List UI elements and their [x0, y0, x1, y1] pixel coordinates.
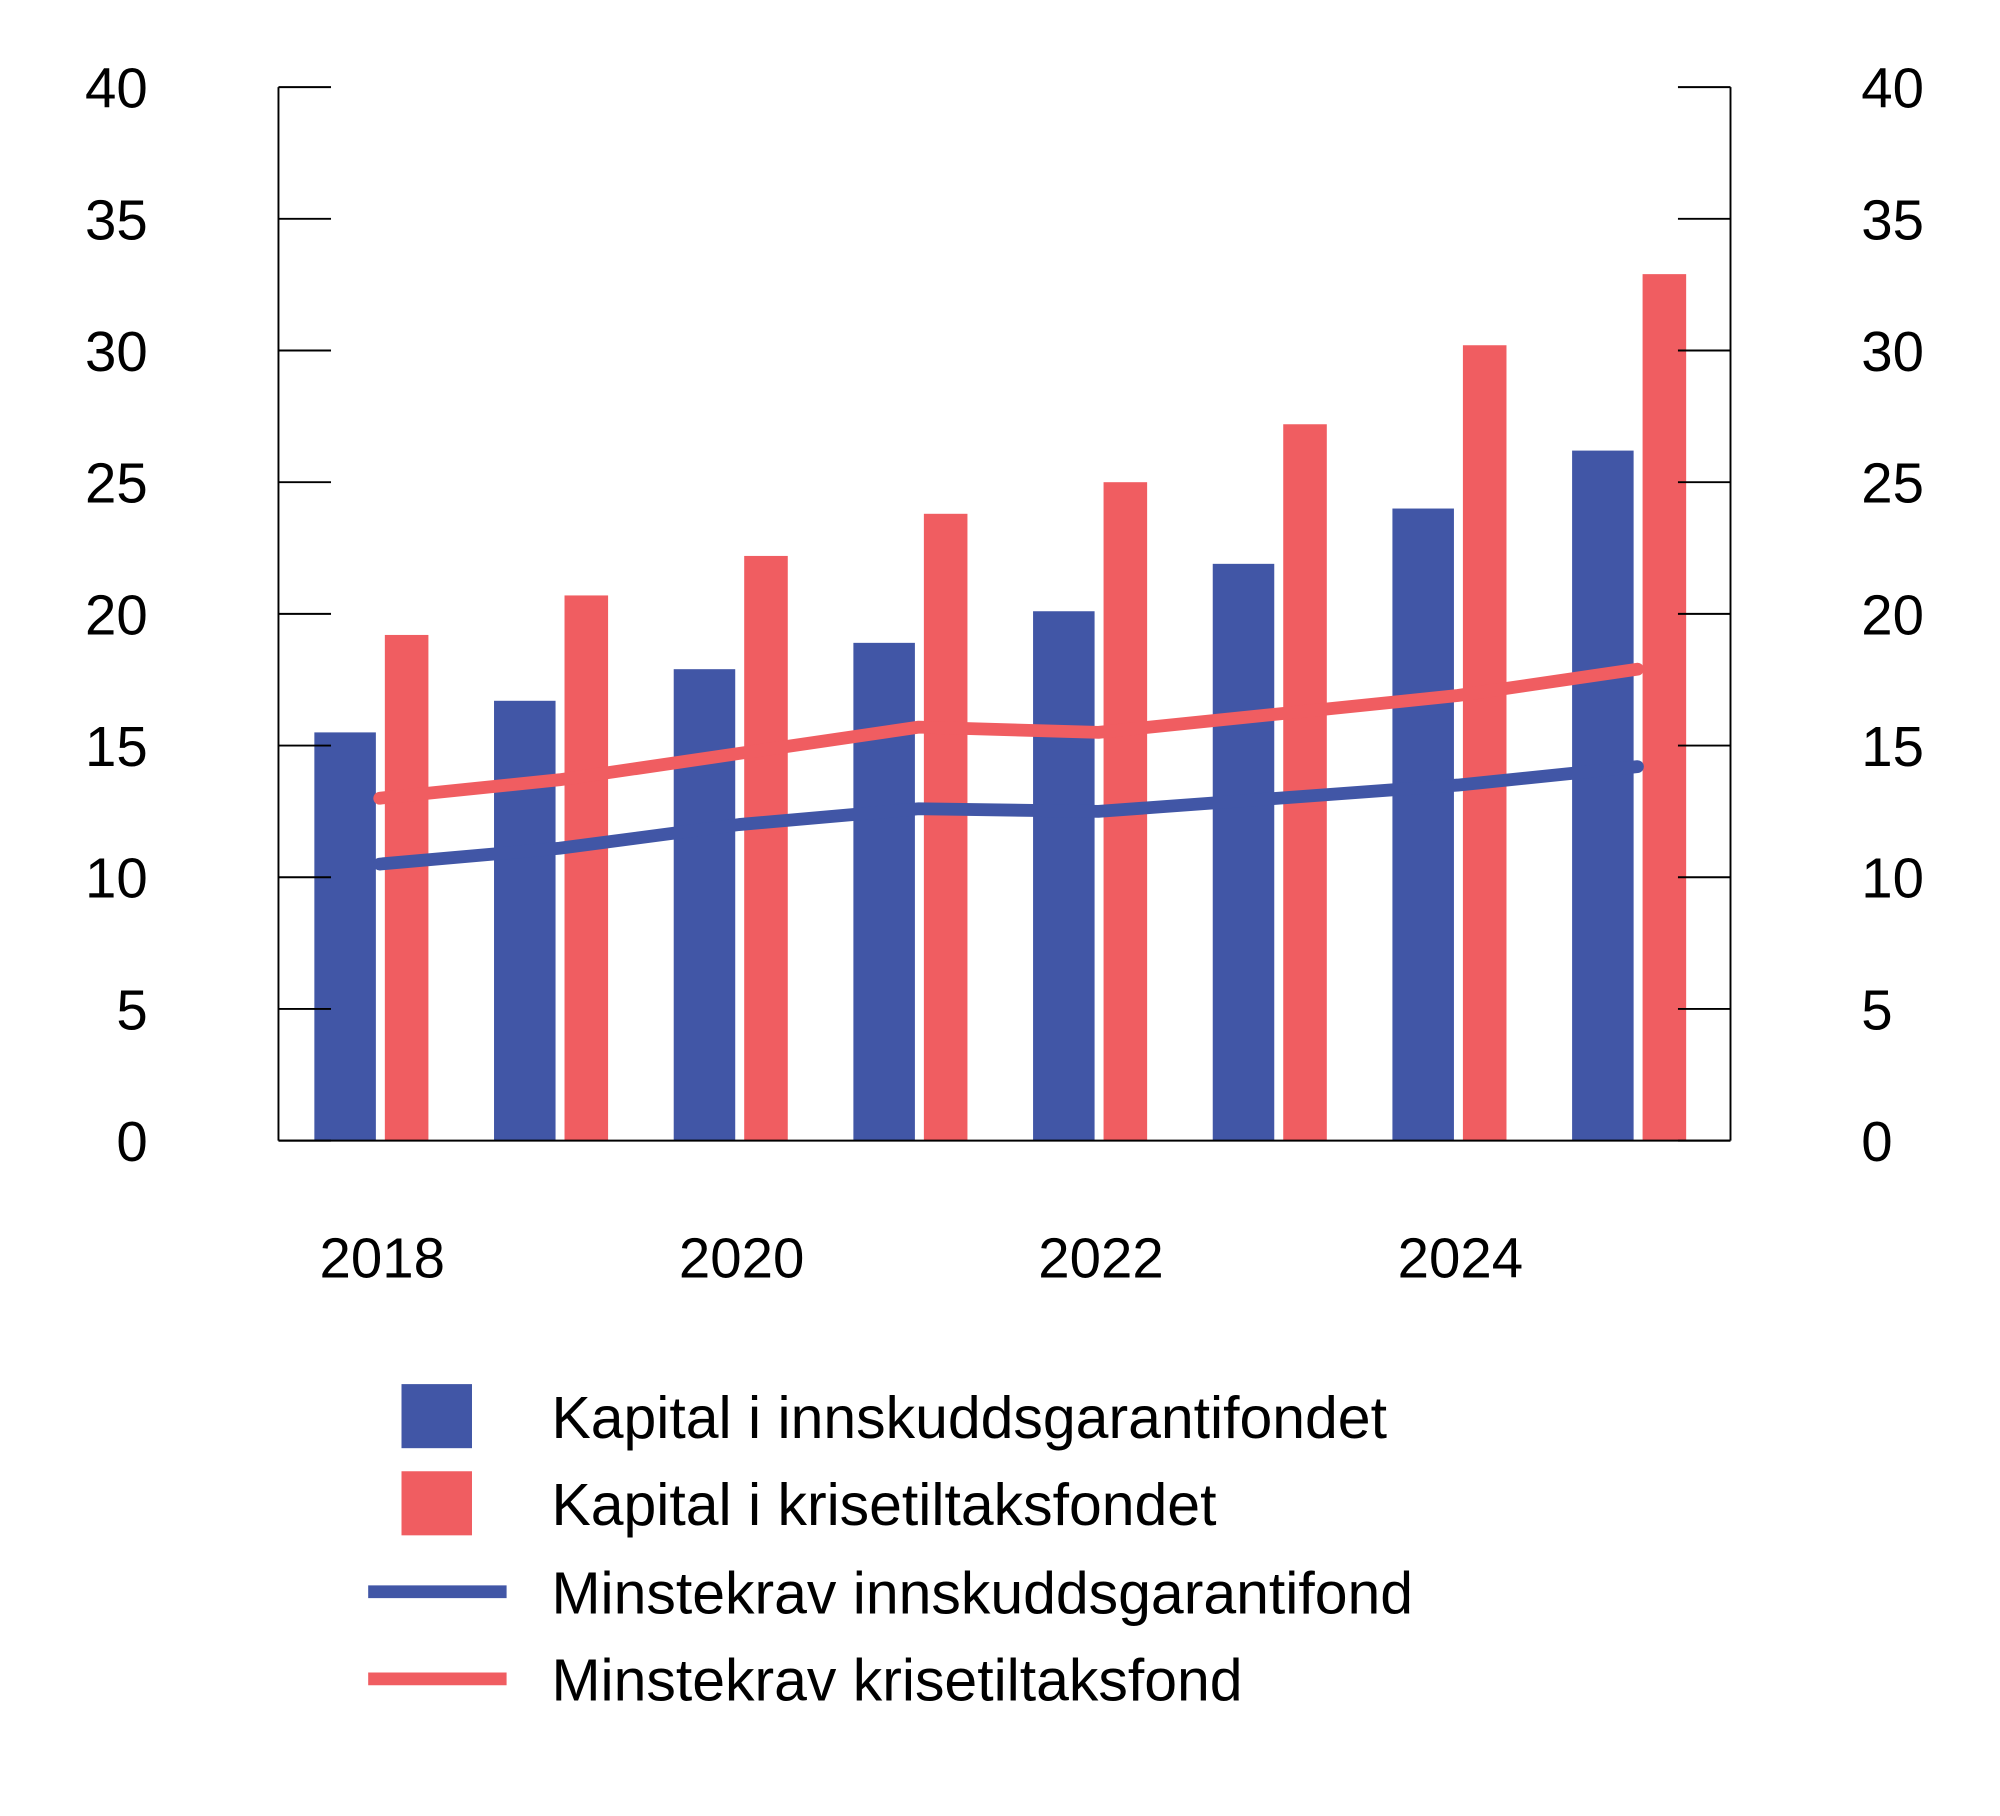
right-tick-label: 0 [1861, 1110, 1892, 1173]
bar-krise-2020 [744, 555, 788, 1141]
x-tick-label: 2020 [679, 1227, 804, 1290]
right-tick-label: 40 [1861, 57, 1924, 120]
left-tick-label: 35 [85, 188, 148, 251]
bar-krise-2024 [1462, 345, 1507, 1141]
legend-swatch-innskudd [401, 1384, 472, 1449]
right-tick-label: 20 [1861, 583, 1924, 646]
left-tick-label: 40 [85, 57, 148, 120]
left-tick-label: 20 [85, 583, 148, 646]
legend: Kapital i innskuddsgarantifondet Kapital … [368, 1384, 1413, 1714]
x-tick-label: 2018 [320, 1227, 445, 1290]
bar-krise-2023 [1283, 424, 1327, 1141]
right-tick-label: 15 [1861, 715, 1924, 778]
bar-innskudd-2019 [494, 700, 556, 1141]
left-tick-label: 0 [116, 1110, 147, 1173]
bar-innskudd-2024 [1392, 508, 1454, 1141]
bar-krise-2018 [384, 634, 429, 1141]
right-tick-label: 10 [1861, 847, 1924, 910]
legend-swatch-krise [401, 1471, 472, 1536]
legend-label: Minstekrav innskuddsgarantifond [551, 1562, 1413, 1627]
bar-innskudd-2022 [1033, 611, 1095, 1141]
left-tick-label: 25 [85, 452, 148, 515]
bar-innskudd-2018 [314, 732, 376, 1141]
x-tick-label: 2024 [1398, 1227, 1523, 1290]
x-tick-label: 2022 [1038, 1227, 1163, 1290]
right-tick-label: 5 [1861, 978, 1892, 1041]
bar-innskudd-2020 [673, 669, 736, 1141]
lines [373, 662, 1644, 871]
line-minstekrav-innskudd [373, 760, 1644, 871]
left-tick-label: 15 [85, 715, 148, 778]
right-tick-label: 35 [1861, 188, 1924, 251]
bar-krise-2021 [923, 513, 968, 1141]
bar-krise-2025 [1642, 274, 1687, 1141]
bar-innskudd-2021 [853, 642, 915, 1141]
bar-innskudd-2025 [1572, 450, 1634, 1141]
right-tick-label: 30 [1861, 320, 1924, 383]
right-tick-label: 25 [1861, 452, 1924, 515]
legend-label: Kapital i innskuddsgarantifondet [551, 1386, 1387, 1451]
bar-krise-2019 [564, 595, 609, 1141]
left-tick-label: 30 [85, 320, 148, 383]
line-minstekrav-krise [373, 662, 1644, 805]
legend-label: Minstekrav krisetiltaksfond [551, 1649, 1242, 1714]
left-tick-label: 10 [85, 847, 148, 910]
bar-innskudd-2023 [1212, 563, 1275, 1141]
legend-label: Kapital i krisetiltaksfondet [551, 1473, 1216, 1538]
left-tick-label: 5 [116, 978, 147, 1041]
bars [314, 274, 1687, 1141]
